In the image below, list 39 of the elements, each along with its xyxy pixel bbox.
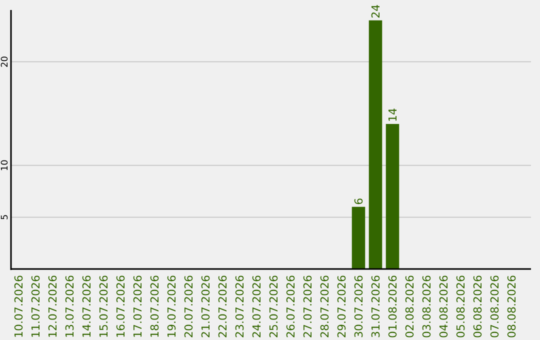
x-tick-label: 23.07.2026 <box>233 275 246 338</box>
y-tick-label: 20 <box>0 56 10 68</box>
x-tick-label: 18.07.2026 <box>148 275 162 338</box>
bar <box>386 124 400 269</box>
x-tick-label: 17.07.2026 <box>131 275 144 338</box>
x-tick-label: 27.07.2026 <box>301 275 314 338</box>
x-tick-label: 30.07.2026 <box>352 275 366 338</box>
x-tick-label: 12.07.2026 <box>46 275 60 338</box>
x-tick-label: 11.07.2026 <box>29 275 42 338</box>
x-tick-label: 26.07.2026 <box>284 275 298 338</box>
x-tick-label: 24.07.2026 <box>250 275 264 338</box>
data-label: 6 <box>352 198 366 205</box>
x-tick-label: 25.07.2026 <box>267 275 280 338</box>
bar <box>352 206 366 269</box>
x-tick-label: 14.07.2026 <box>80 275 94 338</box>
x-tick-label: 29.07.2026 <box>335 275 348 338</box>
x-tick-label: 03.08.2026 <box>420 275 434 338</box>
x-tick-label: 28.07.2026 <box>318 275 332 338</box>
x-tick-label: 04.08.2026 <box>437 275 450 338</box>
x-tick-label: 31.07.2026 <box>369 275 382 338</box>
x-tick-label: 07.08.2026 <box>488 275 502 338</box>
x-tick-label: 20.07.2026 <box>182 275 196 338</box>
data-label: 14 <box>386 108 400 122</box>
x-tick-label: 10.07.2026 <box>12 275 26 338</box>
y-tick-label: 5 <box>0 214 10 220</box>
x-tick-label: 22.07.2026 <box>216 275 230 338</box>
bar <box>368 20 382 269</box>
x-tick-label: 05.08.2026 <box>454 275 468 338</box>
x-tick-label: 13.07.2026 <box>63 275 76 338</box>
x-tick-label: 06.08.2026 <box>471 275 484 338</box>
x-tick-label: 01.08.2026 <box>386 275 400 338</box>
y-tick-label: 10 <box>0 159 10 172</box>
x-tick-label: 08.08.2026 <box>505 275 518 338</box>
x-tick-label: 21.07.2026 <box>199 275 212 338</box>
x-tick-label: 15.07.2026 <box>97 275 110 338</box>
x-tick-label: 19.07.2026 <box>165 275 178 338</box>
data-label: 24 <box>370 4 382 18</box>
x-tick-label: 16.07.2026 <box>114 275 128 338</box>
x-tick-label: 02.08.2026 <box>403 275 416 338</box>
